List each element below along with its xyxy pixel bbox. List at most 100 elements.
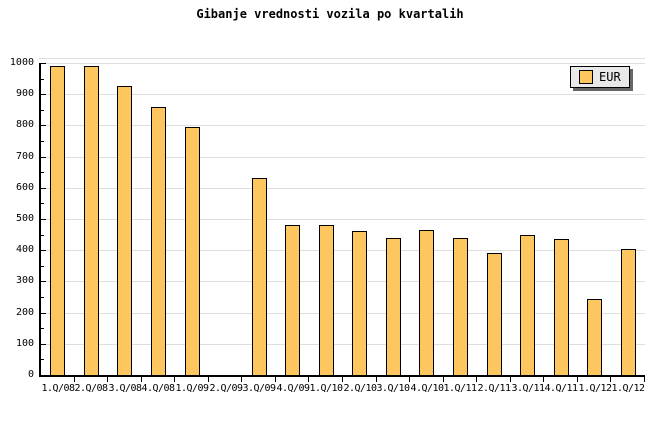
bar-3.Q/08 <box>117 86 132 377</box>
y-axis-label-800: 800 <box>15 119 34 130</box>
y-major-tick-100 <box>41 344 46 345</box>
gridline-600 <box>41 188 645 189</box>
y-minor-tick-450 <box>41 235 44 236</box>
x-tick-1 <box>74 377 75 382</box>
x-tick-11 <box>409 377 410 382</box>
y-axis-label-500: 500 <box>15 213 34 224</box>
x-axis-label-9: 2.Q/10 <box>343 383 377 394</box>
gridline-200 <box>41 313 645 314</box>
x-axis-label-14: 3.Q/11 <box>511 383 545 394</box>
legend: EUR <box>570 66 630 88</box>
bar-2.Q/10 <box>352 231 367 377</box>
chart-title: Gibanje vrednosti vozila po kvartalih <box>196 7 464 21</box>
y-axis-label-300: 300 <box>15 275 34 286</box>
x-tick-16 <box>577 377 578 382</box>
bar-1.Q/12 <box>587 299 602 377</box>
plot-area <box>39 58 645 382</box>
y-minor-tick-150 <box>41 328 44 329</box>
gridline-700 <box>41 157 645 158</box>
gridline-300 <box>41 281 645 282</box>
x-tick-13 <box>476 377 477 382</box>
bar-4.Q/08 <box>151 107 166 377</box>
y-major-tick-900 <box>41 94 46 95</box>
y-minor-tick-750 <box>41 141 44 142</box>
y-axis-line <box>39 63 41 375</box>
x-axis-label-15: 4.Q/11 <box>544 383 578 394</box>
gridline-100 <box>41 344 645 345</box>
gridline-900 <box>41 94 645 95</box>
x-tick-4 <box>174 377 175 382</box>
x-tick-6 <box>241 377 242 382</box>
y-minor-tick-50 <box>41 359 44 360</box>
x-axis-label-7: 4.Q/09 <box>276 383 310 394</box>
x-tick-5 <box>208 377 209 382</box>
y-minor-tick-350 <box>41 266 44 267</box>
x-axis-label-17: 1.Q/12 <box>611 383 645 394</box>
y-major-tick-600 <box>41 188 46 189</box>
y-axis-label-100: 100 <box>15 338 34 349</box>
y-major-tick-300 <box>41 281 46 282</box>
gridline-800 <box>41 125 645 126</box>
x-tick-9 <box>342 377 343 382</box>
gridline-400 <box>41 250 645 251</box>
y-major-tick-800 <box>41 125 46 126</box>
y-minor-tick-250 <box>41 297 44 298</box>
x-axis-label-13: 2.Q/11 <box>477 383 511 394</box>
x-axis-label-16: 1.Q/12 <box>578 383 612 394</box>
bar-1.Q/08 <box>50 66 65 377</box>
gridline-1000 <box>41 63 645 64</box>
x-axis-label-12: 1.Q/11 <box>443 383 477 394</box>
y-major-tick-700 <box>41 157 46 158</box>
y-major-tick-200 <box>41 313 46 314</box>
legend-color-swatch <box>579 70 593 84</box>
x-tick-12 <box>443 377 444 382</box>
x-axis-label-0: 1.Q/08 <box>41 383 75 394</box>
x-tick-10 <box>376 377 377 382</box>
bar-4.Q/10 <box>419 230 434 377</box>
y-axis-label-900: 900 <box>15 88 34 99</box>
bar-3.Q/11 <box>520 235 535 377</box>
x-axis-label-1: 2.Q/08 <box>74 383 108 394</box>
x-tick-15 <box>543 377 544 382</box>
gridline-500 <box>41 219 645 220</box>
bar-1.Q/12 <box>621 249 636 377</box>
bar-3.Q/09 <box>252 178 267 377</box>
x-tick-14 <box>510 377 511 382</box>
y-minor-tick-950 <box>41 79 44 80</box>
x-tick-8 <box>308 377 309 382</box>
plot-top-border <box>39 58 645 59</box>
bar-2.Q/11 <box>487 253 502 377</box>
y-axis-label-700: 700 <box>15 151 34 162</box>
y-major-tick-500 <box>41 219 46 220</box>
x-axis-label-4: 1.Q/09 <box>175 383 209 394</box>
x-tick-2 <box>107 377 108 382</box>
x-axis-label-11: 4.Q/10 <box>410 383 444 394</box>
legend-series-label: EUR <box>599 70 621 84</box>
x-axis-label-3: 4.Q/08 <box>141 383 175 394</box>
bar-1.Q/09 <box>185 127 200 377</box>
y-minor-tick-850 <box>41 110 44 111</box>
y-major-tick-1000 <box>41 63 46 64</box>
bar-2.Q/08 <box>84 66 99 377</box>
y-axis-label-200: 200 <box>15 307 34 318</box>
bar-1.Q/10 <box>319 225 334 377</box>
bar-3.Q/10 <box>386 238 401 377</box>
x-axis-line <box>39 375 645 377</box>
x-axis-label-6: 3.Q/09 <box>242 383 276 394</box>
y-axis-label-0: 0 <box>27 369 34 380</box>
y-axis-label-400: 400 <box>15 244 34 255</box>
y-axis-label-1000: 1000 <box>9 57 34 68</box>
bar-4.Q/11 <box>554 239 569 377</box>
y-major-tick-400 <box>41 250 46 251</box>
x-axis-label-8: 1.Q/10 <box>309 383 343 394</box>
x-axis-label-10: 3.Q/10 <box>376 383 410 394</box>
x-tick-18 <box>644 377 645 382</box>
x-axis-label-5: 2.Q/09 <box>209 383 243 394</box>
y-axis-label-600: 600 <box>15 182 34 193</box>
x-axis-label-2: 3.Q/08 <box>108 383 142 394</box>
bar-1.Q/11 <box>453 238 468 377</box>
x-tick-3 <box>141 377 142 382</box>
bar-4.Q/09 <box>285 225 300 377</box>
x-tick-7 <box>275 377 276 382</box>
